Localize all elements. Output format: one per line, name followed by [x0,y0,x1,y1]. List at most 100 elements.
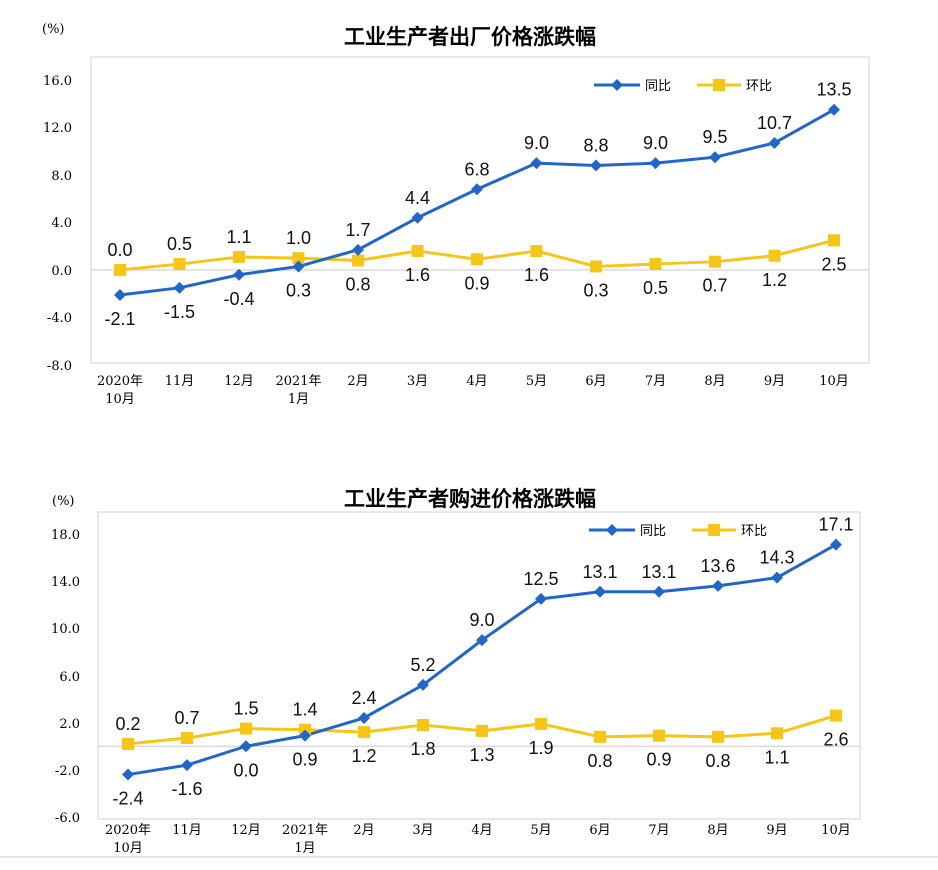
data-point-yoy [292,260,305,273]
x-tick-label: 8月 [707,823,728,838]
y-tick-label: 16.0 [43,74,72,89]
y-tick-label: 10.0 [51,622,80,637]
data-point-mom [358,726,370,739]
x-tick-label: 2021年 1月 [282,823,328,856]
legend-marker-mom [713,79,725,91]
chart-title: 工业生产者出厂价格涨跌幅 [344,25,596,49]
data-label-yoy: 13.1 [641,562,676,582]
legend-marker-yoy [611,79,623,91]
data-point-mom [771,727,783,740]
x-tick-label: 11月 [172,823,202,838]
data-label-mom: 1.4 [292,700,317,720]
data-point-yoy [830,538,842,551]
data-label-yoy: 6.8 [464,159,489,179]
data-point-mom [830,709,842,722]
data-point-mom [709,255,721,268]
y-axis-ticks: 16.0 12.0 8.0 4.0 0.0 -4.0 -8.0 [43,74,72,374]
x-tick-label: 8月 [704,374,725,389]
x-tick-label: 12月 [224,374,254,389]
legend-marker-mom [708,524,720,536]
data-label-mom: 0.8 [345,275,370,295]
x-tick-label: 4月 [471,823,492,838]
data-label-mom: 0.5 [167,234,192,254]
bottom-divider [0,856,938,858]
chart-marks: -2.1 -1.5 -0.4 0.3 1.7 4.4 6.8 9.0 8.8 9.0 9.5 10.7… [91,80,869,329]
data-label-yoy: 9.0 [524,133,549,153]
x-tick-label: 12月 [231,823,261,838]
x-tick-label: 10月 [821,823,851,838]
x-tick-label: 2020年 10月 [97,374,143,407]
data-label-yoy: -0.4 [223,289,254,309]
data-point-mom [590,260,602,273]
x-tick-label: 7月 [648,823,669,838]
plot-frame [97,511,861,820]
data-label-mom: 0.0 [107,240,132,260]
data-label-yoy: 1.7 [345,220,370,240]
data-label-yoy: 4.4 [405,188,430,208]
data-label-mom: 1.5 [233,699,258,719]
data-label-yoy: -2.4 [112,789,143,809]
legend-label-mom: 环比 [741,524,767,539]
data-point-yoy [173,281,186,294]
chart-marks: -2.4 -1.6 0.0 0.9 2.4 5.2 9.0 12.5 13.1 13.1 13.6 1… [98,515,860,809]
data-point-yoy [114,288,126,301]
data-point-yoy [476,634,488,647]
data-point-mom [653,729,665,742]
x-tick-label: 5月 [530,823,551,838]
unit-label: (%) [52,494,75,509]
data-label-yoy: 12.5 [523,569,558,589]
unit-label: (%) [42,22,65,37]
data-point-yoy [352,243,364,256]
data-label-yoy: 0.9 [292,750,317,770]
data-label-yoy: 10.7 [757,113,792,133]
data-point-mom [352,254,364,267]
y-tick-label: -2.0 [55,764,80,779]
data-point-mom [233,250,245,263]
data-point-mom [181,731,193,744]
legend-label-yoy: 同比 [640,524,666,539]
data-point-yoy [358,711,370,724]
data-label-yoy: 13.1 [582,562,617,582]
data-label-mom: 1.0 [286,228,311,248]
data-label-mom: 2.6 [823,730,848,750]
data-point-yoy [181,759,193,772]
x-tick-label: 11月 [165,374,195,389]
legend-marker-yoy [606,524,618,536]
data-label-yoy: 13.6 [700,556,735,576]
x-tick-label: 7月 [645,374,666,389]
data-point-yoy [122,768,134,781]
x-tick-label: 5月 [526,374,547,389]
y-tick-label: 6.0 [59,670,80,685]
data-point-yoy [709,151,721,164]
data-label-yoy: 0.0 [233,760,258,780]
y-tick-label: -6.0 [55,811,80,826]
data-label-yoy: -2.1 [104,309,135,329]
x-axis-ticks: 2020年 10月 11月 12月 2021年 1月 2月 3月 4月 5月 6月 7月 8月 9月 10月 [105,823,851,856]
data-label-mom: 0.8 [705,751,730,771]
data-point-mom [649,258,662,271]
y-tick-label: -4.0 [47,311,72,326]
data-label-mom: 2.5 [821,254,846,274]
x-tick-label: 10月 [819,374,849,389]
x-tick-label: 6月 [585,374,606,389]
data-point-yoy [411,211,424,224]
y-tick-label: 18.0 [51,528,80,543]
x-tick-label: 2月 [347,374,368,389]
data-label-mom: 0.3 [583,280,608,300]
y-tick-label: 14.0 [51,575,80,590]
data-label-yoy: 0.3 [286,280,311,300]
chart-output-price: 工业生产者出厂价格涨跌幅 (%) 16.0 12.0 8.0 4.0 0.0 -… [42,22,870,407]
chart-title: 工业生产者购进价格涨跌幅 [344,487,596,511]
data-point-mom [240,722,252,735]
y-tick-label: 12.0 [43,121,72,136]
chart-input-price: 工业生产者购进价格涨跌幅 (%) 18.0 14.0 10.0 6.0 2.0 … [51,487,861,856]
data-point-mom [768,249,781,262]
data-point-yoy [653,585,665,598]
data-label-mom: 1.3 [469,745,494,765]
data-label-yoy: -1.5 [164,302,195,322]
data-point-mom [292,252,305,265]
legend: 同比 环比 [589,524,767,539]
y-tick-label: -8.0 [47,359,72,374]
data-label-yoy: 5.2 [410,655,435,675]
data-label-mom: 1.1 [226,227,251,247]
